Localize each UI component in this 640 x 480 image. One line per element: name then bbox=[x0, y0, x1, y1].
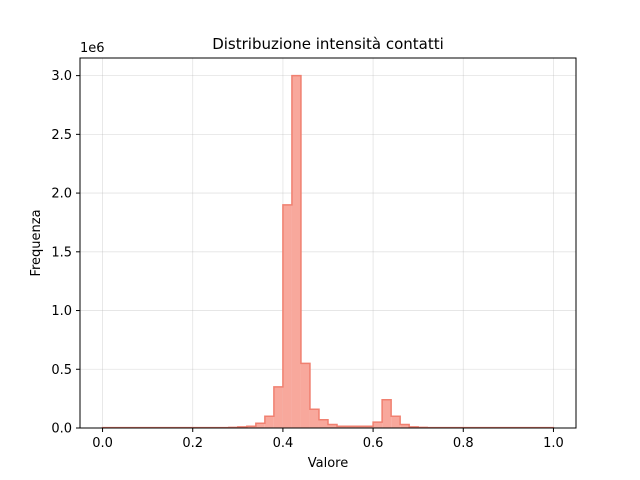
y-tick-label: 1.0 bbox=[51, 304, 72, 319]
x-tick-label: 0.2 bbox=[182, 436, 203, 451]
y-tick-label: 2.5 bbox=[51, 128, 72, 143]
histogram-bar bbox=[328, 424, 338, 428]
y-tick-label: 0.5 bbox=[51, 363, 72, 378]
histogram-bar bbox=[400, 424, 410, 428]
x-tick-label: 1.0 bbox=[543, 436, 564, 451]
axes-frame bbox=[79, 57, 577, 429]
histogram-bar bbox=[382, 399, 392, 428]
histogram-bar bbox=[373, 422, 383, 428]
histogram-bar bbox=[346, 426, 356, 428]
histogram-bar bbox=[300, 363, 310, 428]
histogram-bar bbox=[264, 416, 274, 428]
histogram-bar bbox=[355, 426, 365, 428]
histogram-bar bbox=[282, 204, 292, 428]
y-axis-ticks: 0.0 0.5 1.0 1.5 2.0 2.5 3.0 bbox=[51, 69, 80, 437]
histogram-bar bbox=[391, 416, 401, 428]
y-axis-offset-label: 1e6 bbox=[80, 41, 105, 56]
grid bbox=[80, 58, 576, 429]
histogram-bar bbox=[364, 426, 374, 428]
x-tick-label: 0.6 bbox=[363, 436, 384, 451]
y-tick-label: 2.0 bbox=[51, 187, 72, 202]
histogram-bar bbox=[318, 419, 328, 428]
histogram-bar bbox=[291, 75, 301, 428]
y-tick-label: 3.0 bbox=[51, 69, 72, 84]
y-axis-label: Frequenza bbox=[29, 209, 44, 276]
x-tick-label: 0.4 bbox=[273, 436, 294, 451]
histogram-bar bbox=[255, 423, 265, 428]
plot-frame bbox=[79, 57, 577, 429]
x-axis-label: Valore bbox=[308, 456, 348, 471]
chart-title: Distribuzione intensità contatti bbox=[212, 35, 444, 53]
histogram-bar bbox=[337, 426, 347, 428]
x-tick-label: 0.0 bbox=[92, 436, 113, 451]
histogram-bar bbox=[273, 386, 283, 428]
histogram-bar bbox=[246, 426, 256, 428]
x-axis-ticks: 0.0 0.2 0.4 0.6 0.8 1.0 bbox=[92, 428, 564, 451]
x-tick-label: 0.8 bbox=[453, 436, 474, 451]
histogram-bar bbox=[309, 409, 319, 428]
y-tick-label: 1.5 bbox=[51, 245, 72, 260]
y-tick-label: 0.0 bbox=[51, 422, 72, 437]
